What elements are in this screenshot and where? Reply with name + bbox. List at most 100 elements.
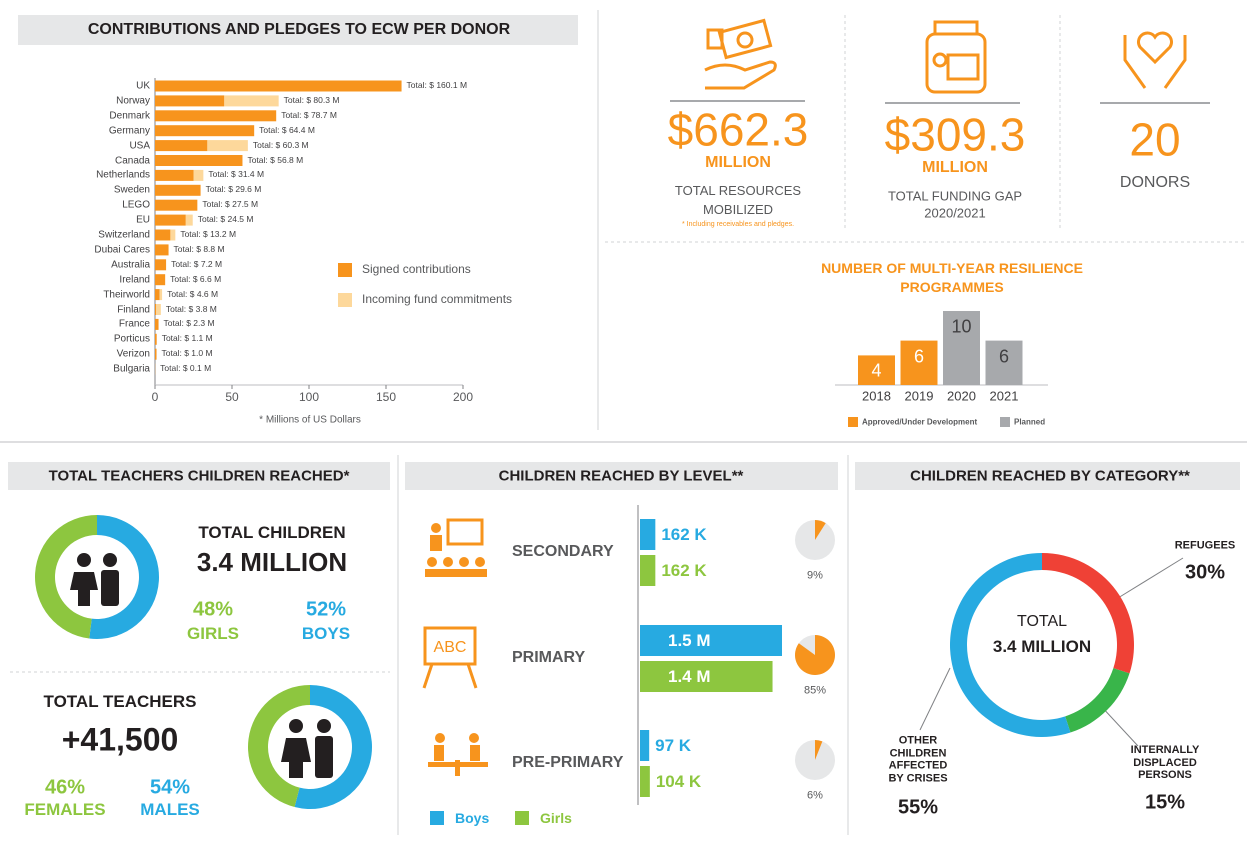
x-axis-label: * Millions of US Dollars — [259, 414, 361, 426]
bar-segment — [155, 140, 208, 152]
center-label: TOTAL — [1016, 612, 1068, 630]
kpi-label: DONORS — [1119, 173, 1191, 191]
category-label: Australia — [111, 259, 150, 271]
category-label: LEGO — [122, 199, 150, 211]
bar-segment — [159, 289, 163, 301]
category-label: OTHER CHILDREN AFFECTED BY CRISES — [888, 734, 948, 785]
legend-label: Planned — [1014, 417, 1046, 427]
money-icon — [704, 18, 777, 90]
category-label: USA — [129, 139, 150, 151]
x-tick-label: 0 — [151, 390, 159, 405]
kpi-value: 20 — [1129, 113, 1181, 166]
total-label: Total: $ 78.7 M — [281, 109, 337, 120]
total-label: Total: $ 13.2 M — [180, 229, 237, 240]
hands-heart-icon — [1123, 31, 1187, 89]
teachers-icon — [281, 719, 333, 778]
total-label: Total: $ 1.1 M — [161, 333, 213, 344]
bar-segment — [155, 229, 171, 241]
category-label: GIRLS — [187, 624, 239, 644]
legend-label: Girls — [540, 809, 572, 826]
donut-segment — [247, 685, 310, 808]
chart-title: CONTRIBUTIONS AND PLEDGES TO ECW PER DON… — [87, 20, 511, 38]
category-label: PRIMARY — [512, 648, 586, 666]
legend-label: Boys — [455, 809, 490, 826]
total-label: Total: $ 6.6 M — [170, 273, 222, 284]
category-label: Verizon — [116, 348, 150, 360]
category-label: SECONDARY — [512, 542, 614, 560]
value-label: 10 — [951, 316, 972, 337]
value-label: 97 K — [655, 735, 692, 755]
category-label: Porticus — [113, 333, 150, 345]
category-label: Denmark — [109, 110, 150, 122]
category-label: BOYS — [301, 624, 351, 644]
bar-segment — [155, 274, 166, 286]
bar-segment — [155, 184, 201, 196]
total-label: Total: $ 29.6 M — [205, 184, 262, 195]
total-label: Total: $ 1.0 M — [161, 348, 213, 359]
value-label: 162 K — [661, 560, 707, 580]
category-label: 2019 — [904, 388, 934, 404]
chart-title: NUMBER OF MULTI-YEAR RESILIENCE PROGRAMM… — [821, 260, 1083, 295]
total-label: Total: $ 7.2 M — [171, 258, 223, 269]
value-label: 48% — [192, 598, 234, 621]
section-title: TOTAL TEACHERS CHILDREN REACHED* — [48, 467, 350, 485]
category-label: Germany — [108, 124, 150, 136]
bar-segment — [155, 95, 225, 107]
total-label: Total: $ 2.3 M — [163, 318, 215, 329]
kpi-sub: 2020/2021 — [924, 205, 986, 221]
category-label: UK — [136, 80, 150, 92]
total-label: Total: $ 0.1 M — [160, 363, 212, 374]
value-label: 104 K — [655, 771, 702, 791]
chart-title: TOTAL CHILDREN — [198, 523, 346, 543]
donut-segment — [89, 515, 160, 639]
chart-title: TOTAL TEACHERS — [43, 692, 197, 712]
bar-segment — [155, 259, 167, 271]
category-label: Switzerland — [98, 229, 150, 241]
category-label: Bulgaria — [113, 363, 150, 375]
bar-segment — [155, 125, 255, 137]
bar-segment — [155, 169, 194, 181]
bar-segment — [185, 214, 193, 226]
category-label: MALES — [140, 800, 200, 820]
bar-segment — [155, 289, 160, 301]
bar-segment — [155, 214, 186, 226]
value-label: 6 — [913, 346, 925, 367]
bar — [640, 555, 656, 586]
bar — [640, 519, 656, 550]
title-bar — [18, 15, 578, 45]
bar-segment — [155, 348, 157, 360]
bar-segment — [170, 229, 176, 241]
kpi-note: * Including receivables and pledges. — [681, 220, 795, 228]
bar-segment — [193, 169, 204, 181]
category-label: Norway — [116, 95, 150, 107]
legend-label: Incoming fund commitments — [362, 292, 513, 307]
total-label: Total: $ 27.5 M — [202, 199, 259, 210]
chart-title: CHILDREN REACHED BY LEVEL** — [498, 467, 744, 485]
total-label: Total: $ 64.4 M — [259, 124, 315, 135]
bar-segment — [155, 110, 277, 122]
legend-label: Approved/Under Development — [862, 417, 978, 427]
legend-swatch — [430, 811, 444, 825]
bar — [985, 340, 1023, 385]
category-label: Sweden — [113, 184, 150, 196]
total-label: Total: $ 8.8 M — [173, 244, 225, 255]
kpi-unit: MILLION — [922, 158, 988, 176]
category-label: INTERNALLY DISPLACED PERSONS — [1130, 744, 1200, 782]
value-label: 9% — [807, 569, 823, 582]
bar-segment — [155, 199, 198, 211]
category-label: PRE-PRIMARY — [512, 753, 624, 771]
category-label: FEMALES — [24, 800, 106, 820]
pre-primary-icon — [428, 733, 488, 776]
title-bar — [855, 462, 1240, 490]
category-label: Dubai Cares — [94, 244, 150, 256]
total-label: Total: $ 4.6 M — [167, 288, 219, 299]
total-label: Total: $ 60.3 M — [252, 139, 309, 150]
x-tick-label: 100 — [298, 390, 320, 405]
value-label: 85% — [803, 684, 827, 697]
bar — [858, 355, 895, 385]
category-label: Finland — [117, 303, 150, 315]
category-label: Theirworld — [103, 288, 150, 300]
value-label: 162 K — [661, 524, 707, 544]
donut-segment — [1042, 553, 1134, 674]
